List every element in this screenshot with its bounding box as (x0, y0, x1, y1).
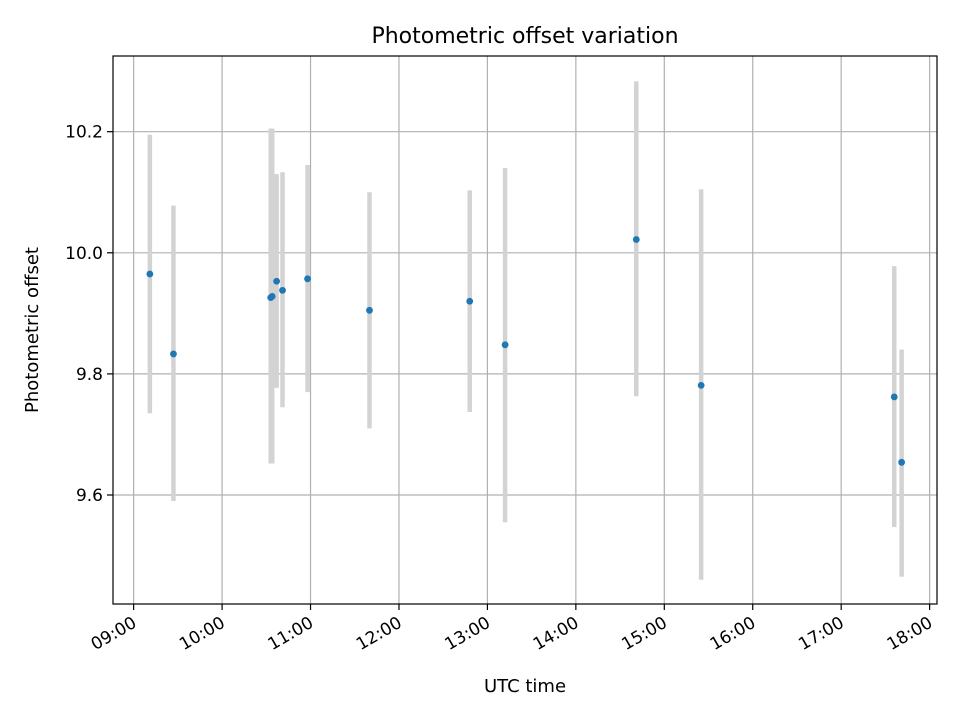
data-point (898, 458, 906, 466)
y-axis-ticks: 9.6 9.8 10.0 10.2 (65, 123, 113, 506)
x-axis-ticks: 09:00 10:00 11:00 12:00 13:00 14:00 15:00 16:00… (88, 604, 936, 655)
data-point (146, 270, 154, 278)
chart-title: Photometric offset variation (371, 24, 678, 49)
y-tick-label: 10.0 (65, 244, 103, 264)
data-point (268, 292, 276, 300)
data-point (366, 306, 373, 314)
data-point (697, 382, 705, 389)
data-point (466, 297, 474, 305)
x-tick-label: 18:00 (884, 613, 936, 655)
x-tick-label: 13:00 (441, 613, 493, 655)
x-tick-label: 17:00 (795, 613, 847, 655)
data-point (304, 275, 311, 283)
data-point (890, 393, 898, 401)
data-point (273, 277, 281, 285)
y-tick-label: 10.2 (65, 123, 103, 143)
x-tick-label: 12:00 (353, 613, 405, 655)
y-tick-label: 9.8 (76, 365, 103, 385)
x-axis-label: UTC time (484, 676, 566, 697)
x-tick-label: 10:00 (176, 613, 228, 655)
y-tick-label: 9.6 (76, 486, 103, 506)
data-point (632, 236, 640, 243)
x-tick-label: 14:00 (530, 613, 582, 655)
y-axis-label: Photometric offset (22, 247, 43, 413)
grid (113, 56, 937, 604)
data-point (170, 350, 177, 358)
x-tick-label: 11:00 (265, 613, 317, 655)
data-point (501, 341, 509, 349)
plot-area (113, 56, 937, 604)
x-tick-label: 09:00 (88, 613, 140, 655)
x-tick-label: 16:00 (707, 613, 759, 655)
plot-frame (112, 55, 938, 605)
data-points (146, 236, 906, 466)
data-point (279, 286, 286, 294)
x-tick-label: 15:00 (618, 613, 670, 655)
